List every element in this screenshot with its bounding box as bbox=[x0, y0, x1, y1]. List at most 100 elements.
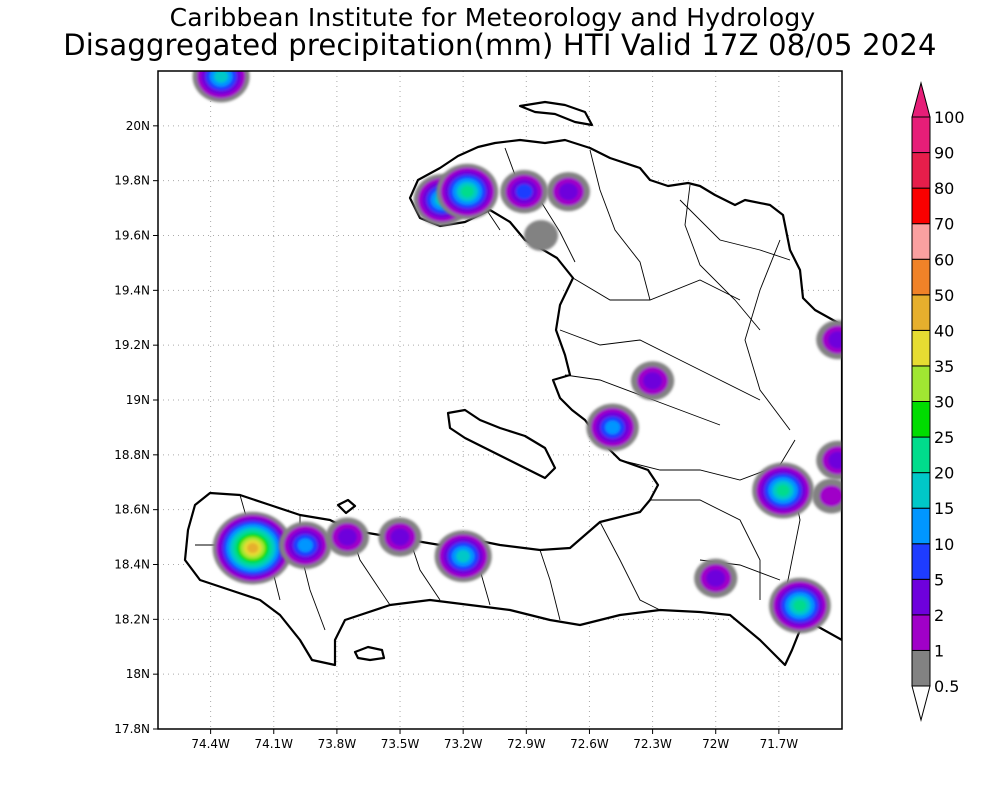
precip-contour bbox=[793, 599, 807, 612]
lat-tick-label: 19.2N bbox=[114, 338, 150, 352]
precip-contour bbox=[515, 184, 533, 200]
lon-tick-label: 72W bbox=[702, 737, 729, 751]
precip-cell bbox=[752, 462, 814, 519]
colorbar-top-arrow bbox=[911, 81, 931, 118]
precip-contour bbox=[460, 185, 474, 198]
colorbar-label: 10 bbox=[934, 535, 954, 554]
colorbar-label: 30 bbox=[934, 393, 954, 412]
lat-tick-label: 17.8N bbox=[114, 722, 150, 736]
lat-tick-label: 18.4N bbox=[114, 558, 150, 572]
title-institute: Caribbean Institute for Meteorology and … bbox=[169, 3, 816, 32]
colorbar-box bbox=[911, 152, 931, 189]
ile-a-vache bbox=[353, 645, 386, 662]
precip-contour bbox=[558, 182, 579, 201]
colorbar-box bbox=[911, 614, 931, 651]
precip-cell bbox=[500, 169, 549, 214]
precip-cell bbox=[212, 511, 293, 585]
lon-tick-label: 73.5W bbox=[381, 737, 420, 751]
lat-tick-label: 19N bbox=[126, 393, 150, 407]
colorbar-box bbox=[911, 258, 931, 296]
precip-contour bbox=[390, 528, 410, 546]
cayemites-island bbox=[336, 498, 357, 515]
precip-contour bbox=[337, 528, 358, 546]
precip-cell bbox=[586, 403, 639, 452]
colorbar-label: 0.5 bbox=[934, 677, 959, 696]
colorbar-box bbox=[911, 223, 931, 260]
lon-tick-label: 73.2W bbox=[444, 737, 483, 751]
colorbar-label: 100 bbox=[934, 108, 965, 127]
lon-tick-label: 72.9W bbox=[507, 737, 546, 751]
precip-cell bbox=[546, 172, 591, 212]
colorbar-label: 60 bbox=[934, 250, 954, 269]
lat-tick-label: 18.6N bbox=[114, 503, 150, 517]
precip-cell bbox=[192, 71, 250, 103]
precip-contour bbox=[456, 550, 471, 563]
gonave-island bbox=[446, 408, 557, 480]
colorbar-box bbox=[911, 649, 931, 687]
precip-contour bbox=[642, 372, 663, 390]
precip-cell bbox=[325, 517, 370, 557]
lat-tick-label: 18.8N bbox=[114, 448, 150, 462]
colorbar-box bbox=[911, 329, 931, 367]
latitude-axis: 20N 19.8N 19.6N 19.4N 19.2N 19N 18.8N 18.6N 18.4… bbox=[114, 119, 158, 736]
colorbar-bottom-arrow bbox=[911, 685, 931, 722]
precip-contour bbox=[819, 485, 842, 507]
precip-cell bbox=[816, 440, 842, 480]
colorbar-label: 50 bbox=[934, 286, 954, 305]
precip-cell bbox=[816, 320, 842, 360]
lat-tick-label: 18.2N bbox=[114, 612, 150, 626]
precip-contour bbox=[776, 484, 790, 497]
precip-contour bbox=[524, 220, 559, 251]
lon-tick-label: 73.8W bbox=[318, 737, 357, 751]
precip-contour bbox=[828, 451, 842, 470]
lat-tick-label: 18N bbox=[126, 667, 150, 681]
lat-tick-label: 19.4N bbox=[114, 283, 150, 297]
longitude-axis: 74.4W 74.1W 73.8W 73.5W 73.2W 72.9W 72.6W 72.3W… bbox=[191, 729, 798, 751]
lon-tick-label: 74.4W bbox=[191, 737, 230, 751]
colorbar-label: 5 bbox=[934, 570, 944, 589]
precip-contour bbox=[214, 71, 229, 83]
colorbar-box bbox=[911, 543, 931, 580]
lon-tick-label: 71.7W bbox=[760, 737, 799, 751]
colorbar-box bbox=[911, 507, 931, 545]
precip-contour bbox=[828, 330, 842, 349]
precip-contour bbox=[706, 569, 726, 587]
colorbar-box bbox=[911, 294, 931, 331]
precip-cell bbox=[524, 220, 559, 251]
colorbar-box bbox=[911, 116, 931, 154]
colorbar-label: 20 bbox=[934, 464, 954, 483]
precip-cell bbox=[769, 577, 831, 634]
precip-contour bbox=[297, 538, 313, 553]
precip-cell bbox=[434, 530, 492, 583]
lon-tick-label: 72.3W bbox=[633, 737, 672, 751]
lat-tick-label: 20N bbox=[126, 119, 150, 133]
precip-cell bbox=[436, 163, 499, 220]
colorbar-label: 40 bbox=[934, 321, 954, 340]
colorbar-box bbox=[911, 436, 931, 474]
title-product: Disaggregated precipitation(mm) HTI Vali… bbox=[63, 28, 937, 62]
lon-tick-label: 72.6W bbox=[570, 737, 609, 751]
colorbar-box bbox=[911, 365, 931, 402]
colorbar-box bbox=[911, 187, 931, 225]
colorbar-label: 70 bbox=[934, 215, 954, 234]
colorbar-label: 25 bbox=[934, 428, 954, 447]
colorbar-label: 2 bbox=[934, 606, 944, 625]
colorbar-label: 1 bbox=[934, 641, 944, 660]
tortuga-island bbox=[518, 100, 594, 127]
precip-cell bbox=[630, 361, 675, 401]
lat-tick-label: 19.8N bbox=[114, 174, 150, 188]
precip-cell bbox=[694, 558, 738, 598]
precip-cells bbox=[192, 71, 842, 634]
lon-tick-label: 74.1W bbox=[254, 737, 293, 751]
colorbar-label: 80 bbox=[934, 179, 954, 198]
lat-tick-label: 19.6N bbox=[114, 229, 150, 243]
colorbar-box bbox=[911, 401, 931, 438]
colorbar-box bbox=[911, 578, 931, 616]
colorbar-box bbox=[911, 472, 931, 509]
precip-cell bbox=[279, 521, 332, 570]
colorbar-label: 35 bbox=[934, 357, 954, 376]
precip-contour bbox=[247, 543, 259, 554]
precip-contour bbox=[605, 420, 621, 435]
